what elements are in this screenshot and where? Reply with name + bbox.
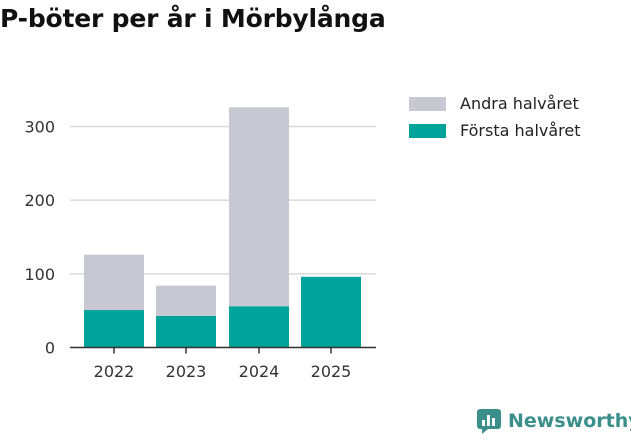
y-tick-label: 0 — [45, 339, 55, 358]
newsworthy-logo[interactable]: Newsworthy — [476, 408, 631, 434]
x-tick-label: 2025 — [311, 362, 352, 381]
bar-2023-andra — [156, 285, 216, 316]
y-tick-label: 200 — [24, 191, 55, 210]
bar-2025-forsta — [301, 276, 361, 348]
bar-2022-andra — [84, 254, 144, 310]
legend-label-andra: Andra halvåret — [460, 94, 579, 113]
bar-2023-forsta — [156, 315, 216, 348]
newsworthy-logo-text: Newsworthy — [508, 410, 631, 432]
legend-item-forsta: Första halvåret — [409, 117, 581, 144]
gridlines — [70, 125, 376, 275]
legend-item-andra: Andra halvåret — [409, 90, 581, 117]
bar-2022-forsta — [84, 309, 144, 348]
legend-label-forsta: Första halvåret — [460, 121, 581, 140]
bar-2024-andra — [229, 107, 289, 307]
newsworthy-logo-icon — [477, 409, 501, 434]
x-tick-label: 2022 — [94, 362, 135, 381]
legend: Andra halvåret Första halvåret — [409, 90, 581, 144]
bar-2024-forsta — [229, 306, 289, 348]
x-tick-label: 2023 — [166, 362, 207, 381]
x-tick-label: 2024 — [239, 362, 280, 381]
x-axis: 2022 2023 2024 2025 — [70, 346, 376, 381]
y-tick-label: 300 — [24, 117, 55, 136]
chart-title: P-böter per år i Mörbylånga — [0, 4, 386, 33]
y-axis: 0 100 200 300 — [24, 117, 55, 357]
bars — [84, 107, 361, 348]
y-tick-label: 100 — [24, 265, 55, 284]
legend-swatch-forsta — [409, 123, 446, 138]
legend-swatch-andra — [409, 96, 446, 111]
